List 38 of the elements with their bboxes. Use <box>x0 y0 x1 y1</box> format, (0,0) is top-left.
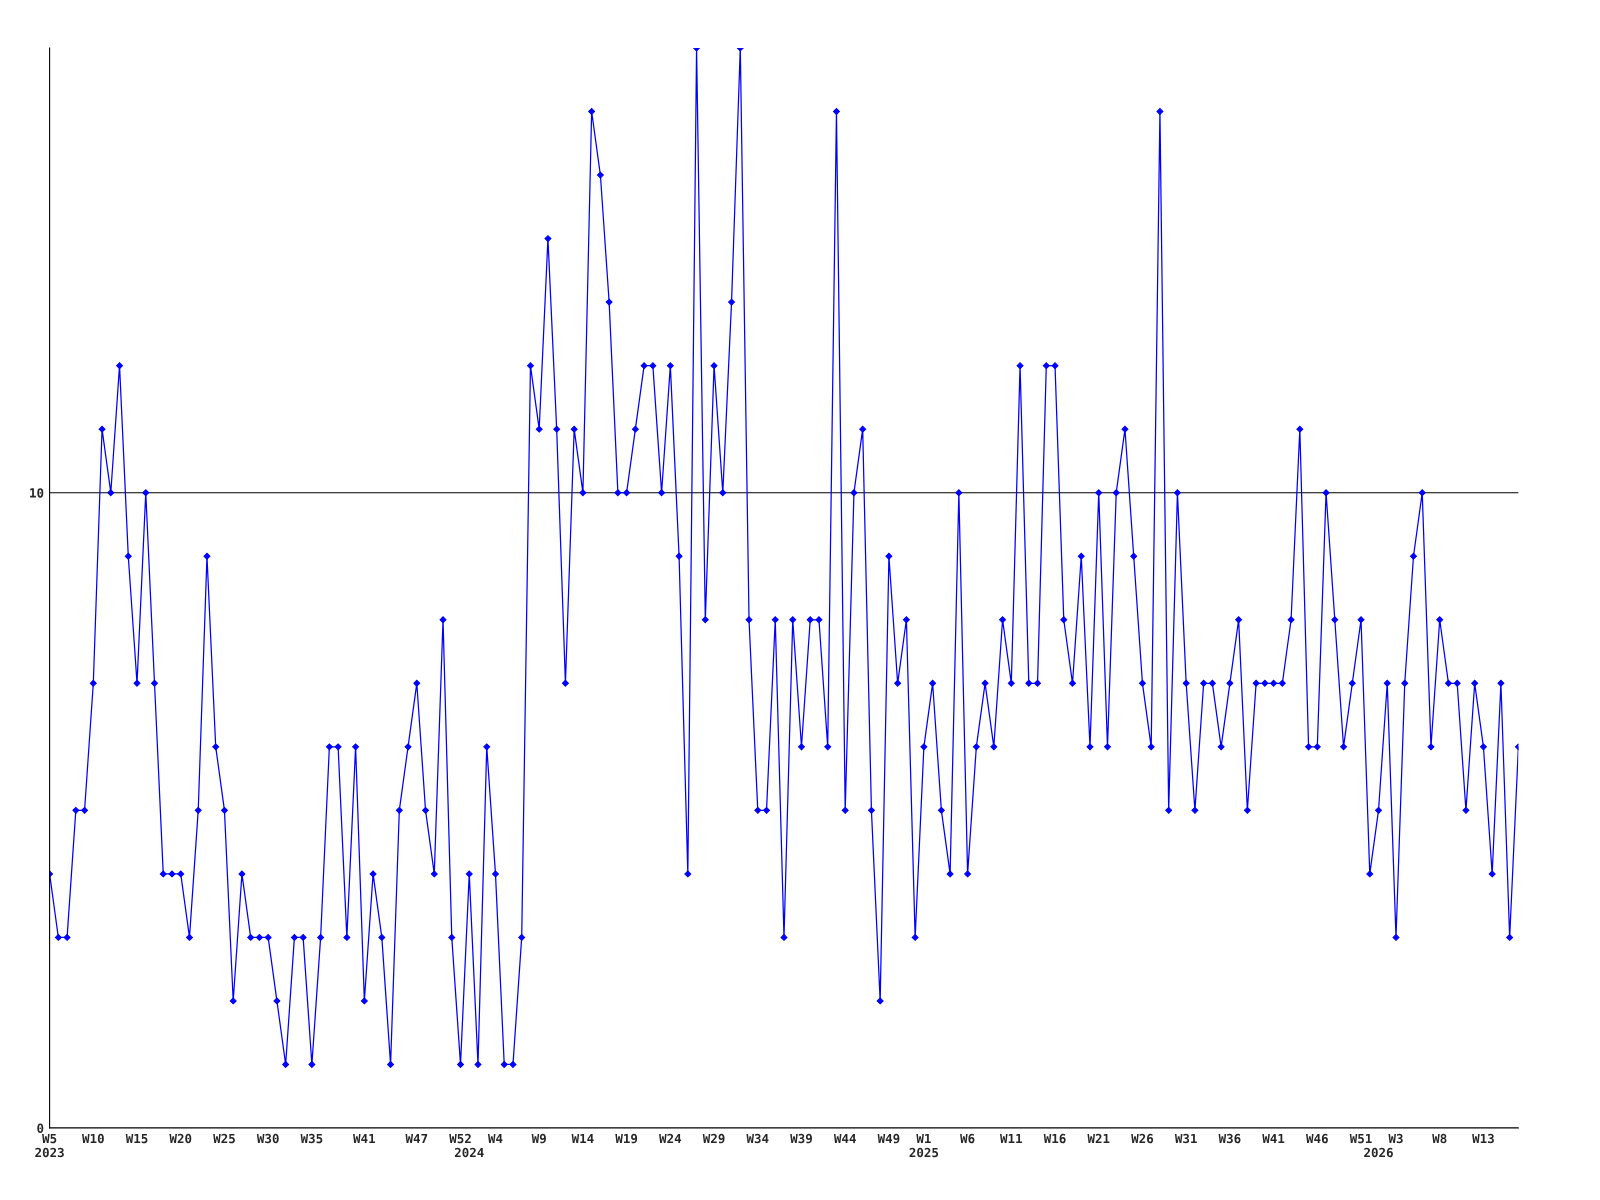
x-tick-label: W4 <box>487 1133 503 1144</box>
x-tick-label: 2026 <box>1364 1147 1393 1158</box>
x-tick-label: W41 <box>1262 1133 1285 1144</box>
x-tick-label: 2024 <box>454 1147 484 1158</box>
x-tick-label: W10 <box>82 1133 104 1144</box>
x-tick-label: W30 <box>256 1133 279 1144</box>
y-tick-label: 10 <box>30 488 44 498</box>
x-tick-label: W20 <box>169 1133 192 1144</box>
x-tick-label: W29 <box>702 1133 725 1144</box>
x-tick-label: W21 <box>1087 1133 1110 1144</box>
x-tick-label: W26 <box>1131 1133 1154 1144</box>
x-tick-label: W25 <box>213 1133 235 1144</box>
x-tick-label: W39 <box>790 1133 812 1144</box>
x-tick-label: W52 <box>449 1133 471 1144</box>
x-tick-label: W6 <box>960 1133 975 1144</box>
x-tick-label: W36 <box>1218 1133 1241 1144</box>
x-tick-label: W1 2025 <box>909 1133 939 1158</box>
y-tick-label: 0 <box>37 1123 44 1133</box>
x-tick-label: W14 <box>571 1133 594 1144</box>
x-tick-label: W8 <box>1432 1133 1447 1144</box>
x-tick-label: W41 <box>353 1133 376 1144</box>
x-tick-label: W51 <box>1349 1133 1372 1144</box>
x-tick-label: W15 <box>125 1133 148 1144</box>
x-tick-label: W3 <box>1388 1133 1403 1144</box>
x-tick-label: W19 <box>615 1133 638 1144</box>
x-tick-label: W47 <box>405 1133 428 1144</box>
x-tick-label: W34 <box>746 1133 769 1144</box>
x-tick-label: W16 <box>1043 1133 1066 1144</box>
x-tick-label: W13 <box>1472 1133 1494 1144</box>
x-tick-label: W46 <box>1306 1133 1328 1144</box>
x-tick-label: W9 <box>531 1133 546 1144</box>
x-tick-label: W35 <box>300 1133 323 1144</box>
x-tick-label: W24 <box>659 1133 682 1144</box>
x-tick-label: W31 <box>1174 1133 1197 1144</box>
x-tick-label: W5 2023 <box>35 1133 64 1158</box>
x-tick-label: W11 <box>1000 1133 1023 1144</box>
x-tick-label: W44 <box>833 1133 856 1144</box>
x-tick-label: W49 <box>877 1133 900 1144</box>
